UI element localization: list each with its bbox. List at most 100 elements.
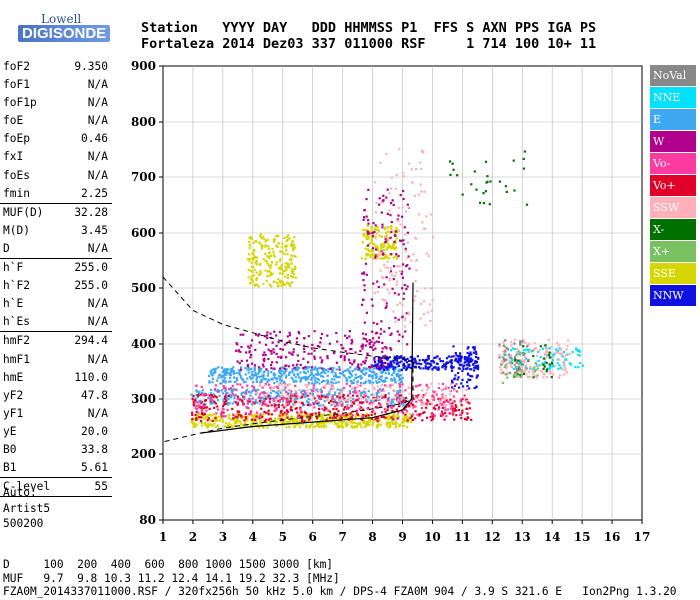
echo-point-sse [294, 268, 297, 271]
echo-point-vo- [214, 402, 217, 405]
echo-point-sse [372, 420, 375, 423]
echo-point-nne [527, 350, 530, 353]
echo-point-e [238, 369, 241, 372]
echo-point-w [313, 349, 316, 352]
echo-point-ssw [509, 354, 513, 357]
echo-point-nnw [409, 356, 412, 359]
echo-point-e [307, 402, 310, 405]
echo-point-e [251, 403, 254, 406]
echo-point-sse [275, 261, 278, 264]
echo-point-w [406, 231, 409, 234]
echo-point-vo- [299, 406, 302, 409]
echo-point-sse [327, 418, 330, 421]
echo-point-nne [559, 366, 562, 370]
echo-point-x- [521, 369, 524, 372]
echo-point-vo- [298, 414, 301, 417]
echo-point-vo- [275, 385, 278, 388]
echo-point-vo- [470, 418, 473, 421]
echo-point-e [316, 373, 319, 376]
echo-point-x- [504, 345, 507, 348]
echo-point-vo- [258, 417, 261, 420]
echo-point-e [195, 394, 198, 397]
echo-point-sse [291, 240, 294, 243]
echo-point-sse [279, 272, 282, 275]
echo-point-e [384, 377, 387, 380]
param-row-hme: hmE 110.0 [0, 369, 112, 387]
echo-point-vo- [237, 413, 240, 416]
echo-point-sse [323, 424, 326, 427]
echo-point-vo- [199, 400, 202, 404]
echo-point-sse [376, 228, 379, 231]
echo-point-ssw [546, 355, 550, 358]
echo-point-nne [537, 350, 540, 353]
x-tick-label: 11 [454, 530, 471, 544]
echo-point-vo- [438, 406, 441, 409]
echo-point-sse [376, 424, 379, 427]
echo-point-ssw [510, 366, 514, 369]
echo-point-nnw [439, 360, 442, 363]
echo-point-w [365, 215, 368, 218]
echo-point-w [398, 333, 401, 336]
echo-point-sse [320, 418, 324, 422]
echo-point-vo- [216, 405, 219, 408]
echo-point-nne [525, 348, 528, 351]
echo-point-e [244, 373, 247, 376]
echo-point-sse [205, 424, 208, 427]
param-row-fmin: fmin 2.25 [0, 185, 112, 203]
echo-point-e [320, 375, 323, 378]
echo-point-w [385, 302, 388, 305]
echo-point-ssw [388, 192, 391, 195]
echo-point-sse [261, 244, 264, 247]
echo-point-sse [294, 255, 297, 258]
echo-point-sse [276, 245, 279, 248]
echo-point-sse [363, 420, 366, 423]
echo-point-vo- [355, 399, 358, 402]
echo-point-w [379, 358, 382, 361]
param-value: N/A [87, 78, 108, 92]
echo-point-sse [285, 249, 288, 252]
echo-point-ssw [567, 339, 570, 342]
echo-point-nnw [473, 366, 476, 369]
echo-point-sse [199, 412, 202, 416]
echo-point-e [319, 388, 322, 391]
echo-point-ssw [530, 367, 533, 370]
echo-point-w [313, 330, 316, 333]
echo-point-sse [384, 256, 387, 259]
echo-point-sse [362, 234, 366, 237]
echo-point-ssw [293, 403, 296, 406]
echo-point-vo- [466, 416, 469, 419]
echo-point-w [404, 330, 407, 333]
echo-point-ssw [566, 345, 569, 348]
echo-point-vo- [325, 407, 328, 410]
echo-point-sse [280, 246, 284, 249]
echo-point-w [349, 348, 352, 351]
echo-point-w [381, 347, 384, 350]
echo-point-vo- [404, 389, 407, 392]
echo-point-vo- [259, 415, 262, 418]
echo-point-w [406, 264, 409, 267]
echo-point-sse [286, 262, 289, 265]
x-axis-ticks: 1 2 3 4 5 6 7 8 9 10 11 12 13 14 15 16 17 [159, 520, 650, 544]
echo-point-nnw [466, 351, 469, 354]
echo-point-sse [252, 253, 255, 256]
echo-point-e [221, 392, 224, 395]
echo-point-vo- [241, 386, 244, 389]
echo-point-ssw [378, 390, 381, 393]
echo-point-vo- [398, 383, 401, 386]
echo-point-e [378, 399, 381, 402]
echo-point-ssw [444, 385, 448, 388]
echo-point-vo- [449, 407, 453, 410]
echo-point-w [242, 333, 245, 336]
echo-point-ssw [437, 382, 440, 385]
echo-point-nnw [470, 359, 473, 362]
echo-point-ssw [356, 390, 360, 393]
echo-point-w [362, 218, 365, 221]
echo-point-x- [486, 180, 489, 183]
echo-point-e [276, 380, 279, 383]
echo-point-e [279, 391, 282, 394]
echo-point-vo- [244, 412, 247, 415]
echo-point-vo- [441, 393, 444, 396]
echo-point-e [320, 372, 323, 375]
echo-point-sse [321, 415, 324, 418]
echo-point-vo- [360, 401, 363, 404]
